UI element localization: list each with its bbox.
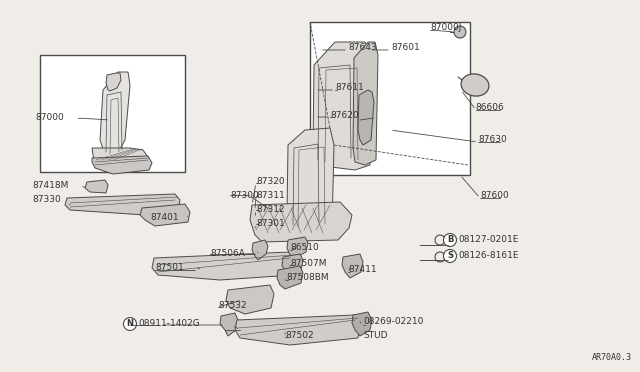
Text: N: N (127, 320, 134, 328)
Text: 87000: 87000 (35, 113, 64, 122)
Text: 87401: 87401 (150, 214, 179, 222)
Polygon shape (106, 73, 121, 91)
Text: 87311: 87311 (256, 192, 285, 201)
Text: 87601: 87601 (391, 44, 420, 52)
Text: 87532: 87532 (218, 301, 246, 310)
Polygon shape (358, 90, 374, 145)
Text: S: S (447, 251, 453, 260)
Text: 87418M: 87418M (32, 180, 68, 189)
Text: 87320: 87320 (256, 177, 285, 186)
Text: 87600: 87600 (480, 190, 509, 199)
Ellipse shape (461, 74, 489, 96)
Text: 87506A: 87506A (210, 248, 245, 257)
Polygon shape (277, 266, 303, 289)
Text: 86510: 86510 (290, 244, 319, 253)
Text: 87411: 87411 (348, 266, 376, 275)
Text: 87300: 87300 (230, 190, 259, 199)
Text: 08911-1402G: 08911-1402G (138, 320, 200, 328)
Polygon shape (226, 285, 274, 314)
Polygon shape (235, 315, 360, 345)
Polygon shape (92, 156, 152, 174)
Text: AR70A0.3: AR70A0.3 (592, 353, 632, 362)
Polygon shape (252, 240, 268, 260)
Polygon shape (282, 254, 303, 276)
Polygon shape (313, 42, 372, 170)
Circle shape (454, 26, 466, 38)
Text: 87000J: 87000J (430, 23, 461, 32)
Text: 87501: 87501 (155, 263, 184, 273)
Text: 86606: 86606 (475, 103, 504, 112)
Text: 08127-0201E: 08127-0201E (458, 235, 518, 244)
Text: 87630: 87630 (478, 135, 507, 144)
Text: 87330: 87330 (32, 196, 61, 205)
Text: STUD: STUD (363, 330, 387, 340)
Circle shape (444, 250, 456, 263)
Polygon shape (140, 204, 190, 226)
Text: 87507M: 87507M (290, 259, 326, 267)
Polygon shape (353, 42, 378, 165)
Bar (40, 55, 185, 172)
Polygon shape (287, 237, 308, 258)
Polygon shape (92, 148, 148, 168)
Text: 87502: 87502 (285, 330, 314, 340)
Polygon shape (65, 194, 180, 215)
Polygon shape (85, 180, 108, 193)
Text: B: B (447, 235, 453, 244)
Bar (310, 22, 470, 175)
Text: 87643: 87643 (348, 44, 376, 52)
Polygon shape (287, 128, 334, 235)
Polygon shape (220, 313, 238, 336)
Polygon shape (352, 312, 372, 336)
Circle shape (444, 234, 456, 247)
Text: 87508BM: 87508BM (286, 273, 328, 282)
Circle shape (124, 317, 136, 330)
Polygon shape (152, 252, 296, 280)
Text: 87301: 87301 (256, 219, 285, 228)
Text: 08269-02210: 08269-02210 (363, 317, 424, 327)
Text: 87312: 87312 (256, 205, 285, 215)
Polygon shape (100, 72, 130, 158)
Text: 87620: 87620 (330, 110, 358, 119)
Polygon shape (250, 202, 352, 242)
Text: 87611: 87611 (335, 83, 364, 93)
Polygon shape (342, 254, 363, 278)
Text: 08126-8161E: 08126-8161E (458, 251, 518, 260)
